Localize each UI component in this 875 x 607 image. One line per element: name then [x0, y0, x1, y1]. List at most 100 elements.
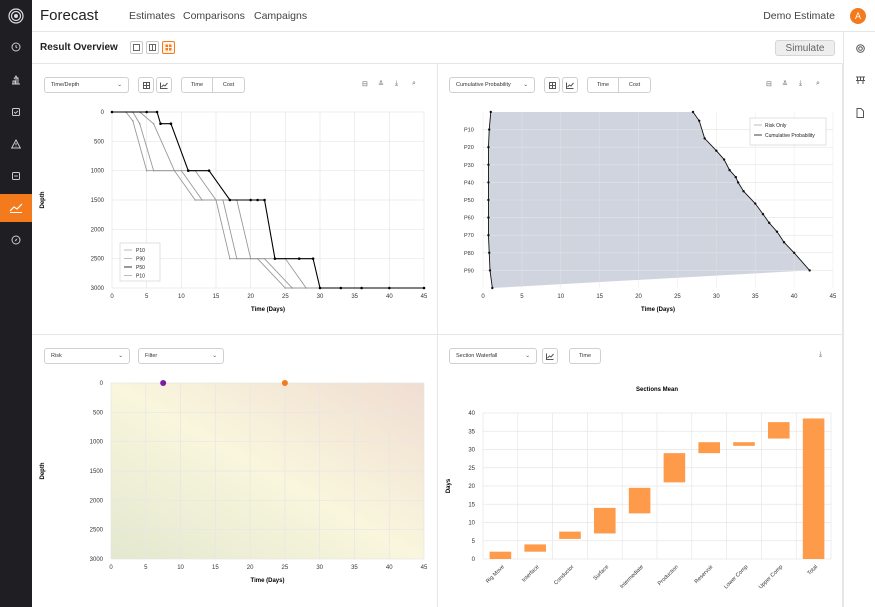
left-rail — [0, 0, 32, 607]
x-tick-label: Intermediate — [619, 564, 645, 590]
x-tick-label: 40 — [791, 294, 798, 300]
x-axis-label: Time (Days) — [251, 578, 285, 584]
checklist-icon[interactable] — [0, 101, 32, 123]
nav-comparisons[interactable]: Comparisons — [183, 10, 245, 22]
waterfall-bar — [489, 551, 512, 559]
y-tick-label: 40 — [468, 411, 475, 417]
line-chart-button[interactable] — [542, 348, 558, 364]
data-point — [305, 287, 307, 289]
network-icon[interactable] — [844, 73, 875, 87]
download-icon[interactable]: ⤓ — [799, 80, 803, 87]
data-point — [215, 199, 217, 201]
logo-icon[interactable] — [0, 3, 32, 29]
filter-dropdown[interactable]: Filter ⌄ — [138, 348, 224, 364]
x-tick-label: 20 — [635, 294, 642, 300]
y-tick-label: 10 — [468, 521, 475, 527]
chart-type-dropdown[interactable]: Time/Depth ⌄ — [44, 77, 129, 93]
x-tick-label: 30 — [713, 294, 720, 300]
nav-campaigns[interactable]: Campaigns — [254, 10, 308, 22]
data-point — [145, 169, 148, 172]
data-point — [487, 181, 490, 184]
waterfall-bar — [559, 531, 581, 539]
y-axis-label: Days — [446, 478, 452, 493]
data-point — [173, 169, 176, 172]
dropdown-label: Time/Depth — [51, 82, 80, 88]
data-point — [388, 286, 391, 290]
data-point — [284, 287, 287, 289]
clock-icon[interactable] — [0, 36, 32, 58]
cumulative-chart: 0 5 10 15 20 25 30 35 40 45 P10 P20 P30 P40 P50 P60 P70 P… — [464, 110, 837, 313]
sliders-icon[interactable]: ≚ — [782, 81, 788, 88]
zoom-icon[interactable]: ⌕ — [412, 80, 416, 87]
data-point — [703, 137, 706, 140]
app-title: Forecast — [40, 7, 99, 24]
chart-type-dropdown[interactable]: Section Waterfall ⌄ — [449, 348, 537, 364]
filter-icon[interactable]: ⊟ — [362, 81, 368, 88]
file-icon[interactable] — [844, 106, 875, 120]
target-icon[interactable] — [844, 41, 875, 55]
data-point — [488, 269, 492, 272]
data-point — [489, 110, 492, 114]
line-chart-button[interactable] — [562, 77, 578, 93]
data-point — [360, 286, 363, 290]
x-tick-label: 45 — [421, 565, 428, 571]
dropdown-label: Cumulative Probability — [456, 82, 511, 88]
risk-dropdown[interactable]: Risk ⌄ — [44, 348, 130, 364]
data-point — [761, 212, 765, 216]
dropdown-label: Risk — [51, 353, 62, 359]
rig-icon[interactable] — [0, 69, 32, 91]
project-name[interactable]: Demo Estimate — [763, 10, 835, 22]
tab-time[interactable]: Time — [182, 78, 214, 92]
simulate-button[interactable]: Simulate — [775, 40, 835, 56]
document-icon[interactable] — [0, 165, 32, 187]
download-icon[interactable]: ⤓ — [395, 80, 399, 87]
data-point — [169, 122, 173, 126]
waterfall-bar — [628, 487, 651, 514]
zoom-icon[interactable]: ⌕ — [816, 80, 820, 87]
warning-icon[interactable] — [0, 133, 32, 155]
single-view-button[interactable] — [130, 41, 143, 54]
tab-cost[interactable]: Cost — [222, 82, 235, 88]
chart-icon[interactable] — [0, 194, 32, 222]
data-point — [186, 169, 190, 172]
y-tick-label: 1000 — [90, 440, 104, 446]
split-view-button[interactable] — [146, 41, 159, 54]
tab-time[interactable]: Time — [578, 353, 592, 359]
data-point — [318, 286, 322, 290]
x-tick-label: 35 — [351, 565, 358, 571]
data-point — [742, 190, 745, 193]
data-point — [263, 198, 266, 202]
filter-icon[interactable]: ⊟ — [766, 81, 772, 88]
legend-label: Cumulative Probability — [765, 133, 815, 139]
risk-point — [281, 380, 288, 386]
table-view-button[interactable] — [544, 77, 560, 93]
x-tick-label: Conductor — [553, 564, 575, 586]
data-point — [422, 286, 426, 290]
grid-view-button[interactable] — [162, 41, 175, 54]
data-point — [273, 257, 277, 260]
data-point — [110, 110, 114, 114]
waterfall-bar — [768, 422, 790, 439]
data-point — [487, 216, 490, 219]
data-point — [782, 241, 786, 244]
avatar[interactable]: A — [850, 8, 866, 24]
chart-type-dropdown[interactable]: Cumulative Probability ⌄ — [449, 77, 535, 93]
x-tick-label: 25 — [282, 294, 289, 300]
y-tick-label: 2000 — [91, 227, 105, 233]
dropdown-label: Filter — [145, 353, 158, 359]
nav-estimates[interactable]: Estimates — [129, 10, 176, 22]
line-chart-button[interactable] — [156, 77, 172, 93]
time-cost-toggle: Time Cost — [181, 77, 245, 93]
legend-label: P90 — [136, 257, 145, 263]
table-view-button[interactable] — [138, 77, 154, 93]
data-point — [339, 286, 343, 290]
x-axis-label: Time (Days) — [251, 307, 285, 313]
download-icon[interactable]: ⤓ — [819, 351, 823, 358]
x-tick-label: 0 — [109, 565, 113, 571]
waterfall-chart: Sections Mean 0 5 10 15 20 25 30 35 40 Days Rig Mov… — [446, 387, 832, 590]
tab-time[interactable]: Time — [588, 78, 620, 92]
y-tick-label: 1000 — [91, 169, 105, 175]
tab-cost[interactable]: Cost — [628, 82, 641, 88]
sliders-icon[interactable]: ≚ — [378, 81, 384, 88]
compass-icon[interactable] — [0, 229, 32, 251]
